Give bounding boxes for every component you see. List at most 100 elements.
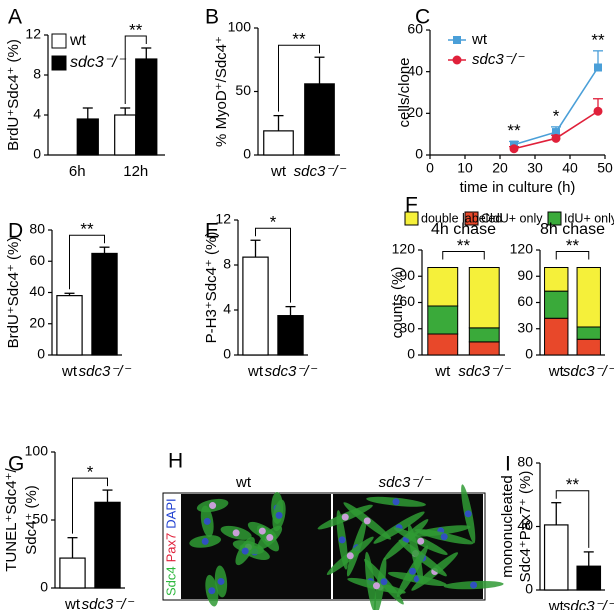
x-tick-label: 30	[527, 160, 543, 176]
y-tick-label: 12	[25, 26, 41, 42]
significance-label: **	[566, 475, 580, 494]
point	[594, 63, 602, 72]
x-tick-label: wt	[270, 163, 287, 180]
y-tick-label: 90	[399, 267, 415, 283]
y-axis-label: cells/clone	[396, 57, 413, 127]
legend-swatch	[464, 211, 479, 226]
legend-label: sdc3⁻/⁻	[70, 54, 127, 71]
y-axis-label: TUNEL⁺Sdc4⁺/	[3, 467, 20, 571]
stain-label: Pax7	[163, 533, 178, 563]
significance-bracket	[555, 251, 590, 260]
nucleus	[266, 534, 274, 542]
bar	[277, 315, 304, 356]
x-tick-label: 50	[597, 160, 613, 176]
x-tick-label: 40	[562, 160, 578, 176]
nucleus	[417, 537, 425, 545]
bar-segment	[468, 341, 500, 356]
significance-bracket	[442, 251, 485, 260]
significance-label: *	[270, 213, 277, 232]
bar	[114, 114, 137, 156]
y-tick-label: 30	[517, 319, 533, 335]
significance-label: **	[292, 30, 306, 49]
x-tick-label: wt	[548, 363, 565, 380]
micrograph	[162, 484, 504, 610]
nucleus	[392, 498, 400, 506]
chart-title: 8h chase	[540, 221, 605, 238]
significance-label: **	[129, 20, 143, 39]
y-tick-label: 0	[40, 579, 48, 595]
y-tick-label: 50	[235, 82, 251, 98]
nucleus	[232, 529, 240, 537]
significance-label: **	[80, 220, 94, 239]
legend-label: wt	[69, 32, 87, 49]
x-tick-label: wt	[247, 363, 264, 380]
image-label: wt	[235, 474, 252, 491]
bar	[94, 501, 121, 589]
y-tick-label: 0	[243, 146, 251, 162]
y-tick-label: 120	[392, 241, 416, 257]
legend-label: double labeled	[421, 211, 502, 225]
x-tick-label: wt	[434, 363, 451, 380]
legend-swatch	[51, 33, 67, 49]
bar	[576, 565, 602, 591]
bar	[543, 524, 569, 591]
x-tick-label: sdc3⁻/⁻	[79, 363, 132, 380]
y-tick-label: 4	[223, 301, 231, 317]
y-tick-label: 0	[525, 581, 533, 597]
y-tick-label: 0	[525, 346, 533, 362]
nucleus	[338, 536, 346, 544]
y-axis-label: Sdc4⁺Pax7⁺ (%)	[517, 471, 534, 583]
stain-label: Sdc4	[163, 566, 178, 596]
legend-swatch	[51, 55, 67, 71]
legend-label: CldU+ only	[481, 211, 543, 225]
y-axis-label: % MyoD⁺/Sdc4⁺	[213, 36, 230, 147]
y-tick-label: 50	[32, 511, 48, 527]
significance-label: **	[457, 236, 471, 255]
legend-marker	[453, 36, 461, 44]
bar	[76, 118, 99, 156]
x-tick-label: sdc3⁻/⁻	[458, 363, 511, 380]
nucleus	[372, 582, 380, 590]
x-tick-label: sdc3⁻/⁻	[265, 363, 318, 380]
y-axis-label: P-H3⁺Sdc4⁺ (%)	[203, 232, 220, 344]
legend-marker	[452, 55, 462, 65]
significance-bracket	[124, 35, 147, 104]
x-tick-label: 12h	[123, 163, 148, 180]
bar-segment	[544, 267, 569, 292]
nucleus	[275, 511, 283, 519]
significance-bracket	[278, 44, 320, 112]
image-label: sdc3⁻/⁻	[379, 474, 432, 491]
y-tick-label: 8	[33, 66, 41, 82]
bar-segment	[427, 333, 459, 356]
x-tick-label: wt	[64, 596, 81, 610]
x-tick-label: sdc3⁻/⁻	[563, 598, 614, 610]
point	[593, 106, 603, 116]
significance-bracket	[255, 227, 291, 303]
bar-segment	[544, 317, 569, 356]
y-axis-label: counts (%)	[389, 267, 406, 339]
panel-letter: B	[205, 6, 219, 29]
bar	[263, 130, 294, 156]
y-tick-label: 20	[407, 104, 423, 120]
x-tick-label: wt	[61, 363, 78, 380]
panel-letter: F	[405, 194, 418, 217]
y-tick-label: 100	[228, 19, 252, 35]
y-tick-label: 60	[399, 293, 415, 309]
legend-swatch	[547, 211, 562, 226]
x-tick-label: 10	[457, 160, 473, 176]
panel-letter: D	[8, 220, 23, 243]
point	[509, 144, 519, 154]
y-tick-label: 80	[29, 221, 45, 237]
panel-letter: I	[505, 453, 511, 476]
y-tick-label: 0	[33, 146, 41, 162]
x-tick-label: sdc3⁻/⁻	[563, 363, 614, 380]
nucleus	[409, 567, 417, 575]
y-tick-label: 60	[29, 252, 45, 268]
legend-swatch	[404, 211, 419, 226]
y-tick-label: 30	[399, 319, 415, 335]
x-tick-label: 6h	[69, 163, 86, 180]
y-axis-label: BrdU⁺Sdc4⁺ (%)	[5, 237, 22, 349]
bar-segment	[427, 267, 459, 307]
panel-letter: G	[8, 453, 24, 476]
